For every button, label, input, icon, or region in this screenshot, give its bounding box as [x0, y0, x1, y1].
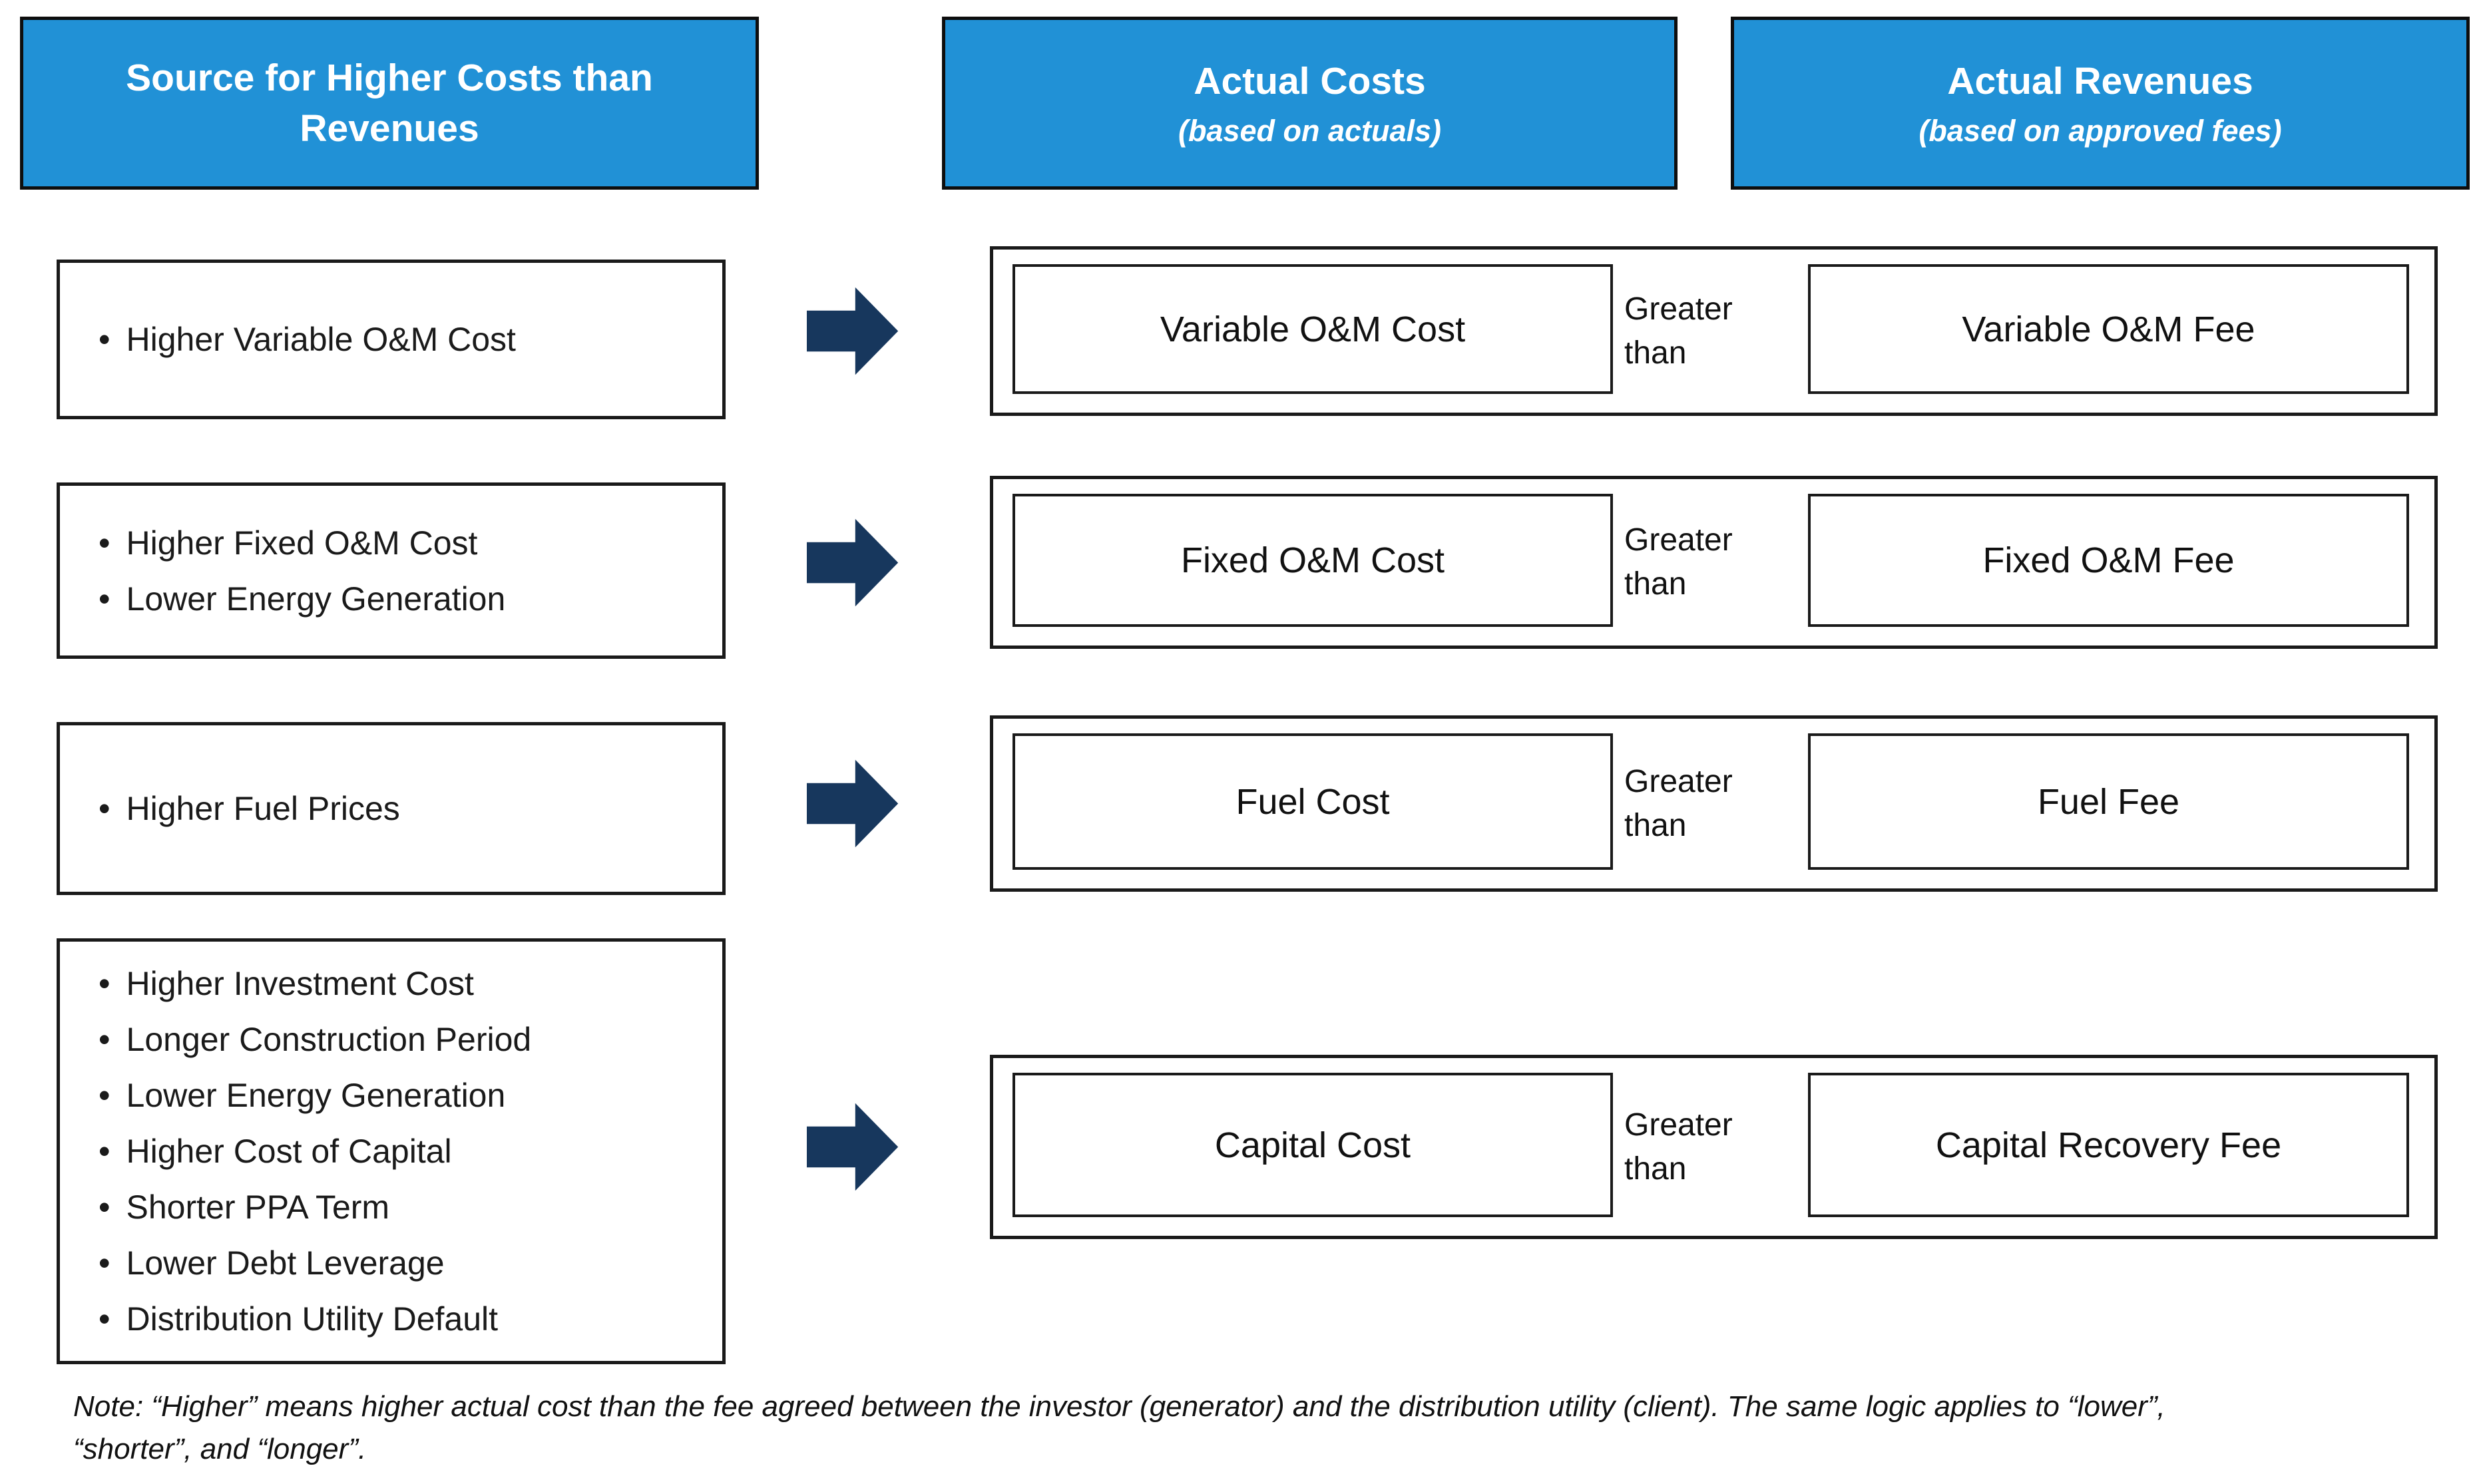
source-list: Higher Fuel Prices: [60, 781, 722, 836]
source-box-fixed-om: Higher Fixed O&M Cost Lower Energy Gener…: [57, 482, 726, 659]
comparison-row-capital: Capital Cost Greater than Capital Recove…: [990, 1055, 2438, 1239]
header-actual-costs-subtitle: (based on actuals): [1178, 114, 1442, 148]
source-box-capital: Higher Investment Cost Longer Constructi…: [57, 938, 726, 1364]
cost-label: Fuel Cost: [1236, 781, 1390, 822]
cost-box: Fixed O&M Cost: [1012, 494, 1613, 627]
greater-than-label: Greater than: [1624, 1107, 1733, 1187]
source-item: Lower Debt Leverage: [99, 1235, 709, 1291]
header-actual-costs-title: Actual Costs: [1194, 60, 1426, 102]
arrow-right-icon: [807, 1103, 899, 1191]
header-actual-costs: Actual Costs (based on actuals): [942, 17, 1678, 190]
fee-box: Fuel Fee: [1808, 733, 2409, 870]
cost-label: Variable O&M Cost: [1160, 309, 1466, 349]
fee-box: Fixed O&M Fee: [1808, 494, 2409, 627]
source-item: Lower Energy Generation: [99, 571, 709, 627]
comparison-row-fixed-om: Fixed O&M Cost Greater than Fixed O&M Fe…: [990, 476, 2438, 649]
cost-box: Capital Cost: [1012, 1073, 1613, 1217]
source-item: Higher Variable O&M Cost: [99, 311, 709, 367]
greater-than-label: Greater than: [1624, 763, 1733, 843]
header-source-column: Source for Higher Costs than Revenues: [20, 17, 759, 190]
cost-label: Capital Cost: [1214, 1125, 1411, 1165]
header-actual-revenues-subtitle: (based on approved fees): [1918, 114, 2282, 148]
source-item: Higher Fixed O&M Cost: [99, 515, 709, 571]
arrow-right-icon: [807, 518, 899, 607]
source-item: Distribution Utility Default: [99, 1291, 709, 1347]
source-item: Higher Investment Cost: [99, 956, 709, 1012]
fee-box: Capital Recovery Fee: [1808, 1073, 2409, 1217]
source-list: Higher Fixed O&M Cost Lower Energy Gener…: [60, 515, 722, 627]
header-actual-revenues: Actual Revenues (based on approved fees): [1731, 17, 2470, 190]
source-item: Higher Fuel Prices: [99, 781, 709, 836]
source-list: Higher Variable O&M Cost: [60, 311, 722, 367]
source-item: Lower Energy Generation: [99, 1067, 709, 1123]
header-source-title: Source for Higher Costs than Revenues: [126, 57, 653, 150]
source-item: Longer Construction Period: [99, 1012, 709, 1067]
greater-than-label: Greater than: [1624, 522, 1733, 602]
arrow-right-icon: [807, 759, 899, 848]
comparison-row-fuel: Fuel Cost Greater than Fuel Fee: [990, 715, 2438, 892]
greater-than-label: Greater than: [1624, 291, 1733, 371]
cost-label: Fixed O&M Cost: [1180, 540, 1445, 580]
arrow-right-icon: [807, 287, 899, 375]
source-list: Higher Investment Cost Longer Constructi…: [60, 956, 722, 1347]
header-actual-revenues-title: Actual Revenues: [1947, 60, 2253, 102]
comparison-row-variable-om: Variable O&M Cost Greater than Variable …: [990, 246, 2438, 416]
fee-label: Variable O&M Fee: [1962, 309, 2255, 349]
fee-label: Fuel Fee: [2037, 781, 2180, 822]
source-box-variable-om: Higher Variable O&M Cost: [57, 260, 726, 419]
footnote: Note: “Higher” means higher actual cost …: [73, 1390, 2165, 1465]
fee-label: Capital Recovery Fee: [1935, 1125, 2282, 1165]
source-box-fuel: Higher Fuel Prices: [57, 722, 726, 895]
source-item: Shorter PPA Term: [99, 1179, 709, 1235]
fee-box: Variable O&M Fee: [1808, 264, 2409, 394]
fee-label: Fixed O&M Fee: [1982, 540, 2235, 580]
cost-box: Variable O&M Cost: [1012, 264, 1613, 394]
source-item: Higher Cost of Capital: [99, 1123, 709, 1179]
cost-box: Fuel Cost: [1012, 733, 1613, 870]
